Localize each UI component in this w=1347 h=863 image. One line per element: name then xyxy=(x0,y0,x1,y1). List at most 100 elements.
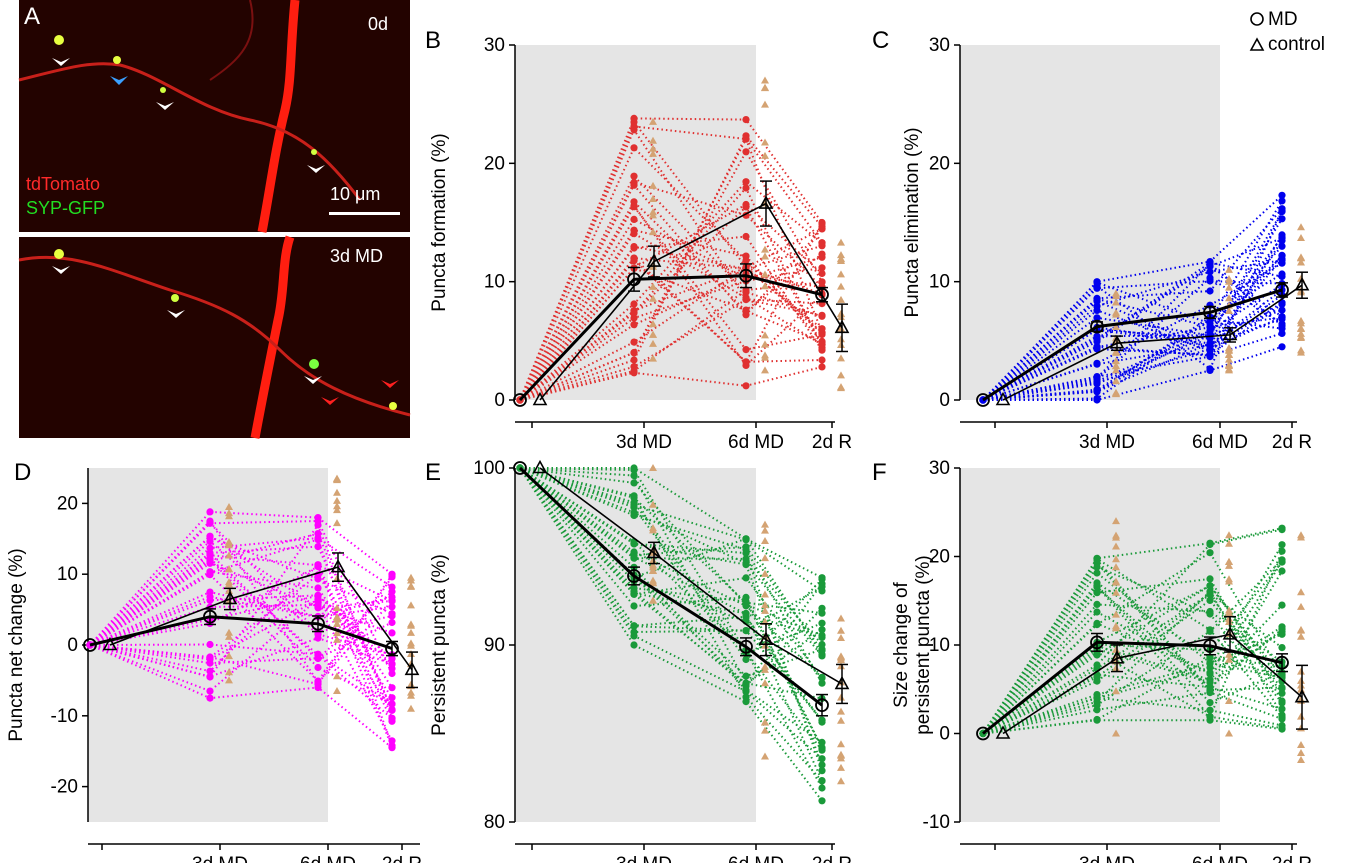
x-tick-label: 2d R xyxy=(1272,432,1312,453)
punctum xyxy=(171,294,179,302)
md-individual-trace xyxy=(519,467,823,639)
md-individual-point xyxy=(206,653,214,662)
legend-md-label: MD xyxy=(1268,9,1298,30)
control-individual-point xyxy=(837,634,845,642)
control-individual-point xyxy=(407,688,415,696)
md-individual-trace xyxy=(89,637,393,678)
control-individual-point xyxy=(333,619,341,627)
md-individual-point xyxy=(742,135,750,143)
md-individual-point xyxy=(630,466,638,474)
md-individual-trace xyxy=(519,120,823,401)
control-individual-point xyxy=(1297,681,1305,689)
md-individual-point xyxy=(1206,626,1214,634)
control-individual-point xyxy=(1297,625,1305,633)
md-mean-marker xyxy=(1203,305,1217,320)
md-individual-point xyxy=(742,655,750,664)
md-individual-point xyxy=(1093,579,1101,587)
md-individual-point xyxy=(630,309,638,317)
y-axis-title: Size change of xyxy=(891,581,912,707)
md-mean-line xyxy=(89,615,393,650)
md-individual-point xyxy=(818,797,826,805)
md-individual-trace xyxy=(89,562,393,722)
white-arrowhead-icon xyxy=(156,102,174,110)
y-tick-label: 0 xyxy=(939,724,950,745)
control-individual-point xyxy=(649,526,657,534)
md-individual-point xyxy=(818,239,826,247)
control-individual-point xyxy=(761,100,769,108)
control-individual-point xyxy=(1297,667,1305,675)
control-individual-point xyxy=(1225,539,1233,547)
control-individual-point xyxy=(1112,622,1120,630)
channel-green-label: SYP-GFP xyxy=(26,198,105,218)
md-individual-point xyxy=(388,629,396,637)
md-individual-point xyxy=(388,694,396,702)
md-individual-trace xyxy=(982,719,1283,735)
md-individual-point xyxy=(742,200,750,209)
md-individual-point xyxy=(1278,558,1286,566)
dendrite-top xyxy=(257,0,300,233)
control-individual-point xyxy=(1225,294,1233,302)
control-individual-point xyxy=(837,324,845,332)
control-individual-point xyxy=(649,500,657,508)
md-individual-trace xyxy=(982,300,1283,401)
md-individual-trace xyxy=(982,592,1283,735)
md-individual-point xyxy=(1093,608,1101,616)
control-individual-point xyxy=(333,629,341,637)
md-individual-trace xyxy=(519,244,823,401)
white-arrowhead-icon xyxy=(52,58,70,66)
control-individual-point xyxy=(1225,350,1233,358)
md-individual-trace xyxy=(519,467,823,789)
control-mean-marker xyxy=(1222,326,1238,341)
control-individual-point xyxy=(407,704,415,712)
legend: MD control xyxy=(1249,9,1325,55)
md-individual-point xyxy=(1206,540,1214,549)
md-individual-point xyxy=(742,346,750,354)
md-mean-marker xyxy=(311,616,325,631)
md-individual-point xyxy=(630,602,638,610)
md-individual-trace xyxy=(982,234,1283,401)
md-individual-point xyxy=(1206,268,1214,276)
white-arrowhead-icon xyxy=(167,310,185,318)
md-individual-point xyxy=(1093,388,1101,396)
control-individual-point xyxy=(1112,357,1120,365)
control-mean-line xyxy=(1002,284,1303,401)
md-individual-point xyxy=(1093,278,1101,287)
control-individual-point xyxy=(761,76,769,84)
control-individual-point xyxy=(1112,533,1120,541)
control-individual-point xyxy=(333,613,341,621)
y-tick-label: 20 xyxy=(929,153,950,174)
md-individual-point xyxy=(1278,683,1286,692)
md-individual-point xyxy=(742,627,750,635)
punctum xyxy=(54,35,64,45)
control-individual-point xyxy=(1297,223,1305,231)
md-individual-point xyxy=(742,178,750,186)
control-individual-point xyxy=(837,662,845,670)
md-individual-point xyxy=(742,555,750,563)
md-individual-trace xyxy=(982,584,1283,735)
md-individual-trace xyxy=(983,345,1283,401)
md-individual-trace xyxy=(982,245,1283,401)
panel-label-e: E xyxy=(425,459,441,486)
md-individual-trace xyxy=(982,558,1283,735)
control-individual-point xyxy=(1297,724,1305,732)
md-individual-trace xyxy=(519,281,823,401)
control-individual-point xyxy=(761,601,769,609)
control-mean-marker xyxy=(995,391,1011,406)
md-individual-trace xyxy=(519,232,823,401)
md-individual-trace xyxy=(519,266,823,401)
control-individual-point xyxy=(761,252,769,260)
md-individual-trace xyxy=(89,510,393,646)
md-individual-trace xyxy=(982,622,1283,735)
md-individual-trace xyxy=(982,208,1283,401)
md-individual-trace xyxy=(89,521,393,646)
md-individual-point xyxy=(630,338,638,346)
md-individual-trace xyxy=(982,261,1283,401)
control-individual-point xyxy=(837,693,845,701)
control-individual-point xyxy=(333,519,341,527)
control-individual-point xyxy=(333,574,341,582)
md-individual-point xyxy=(742,184,750,192)
y-tick-label: 10 xyxy=(484,272,505,293)
punctum xyxy=(311,149,317,155)
md-individual-point xyxy=(818,363,826,371)
control-mean-marker xyxy=(1109,335,1125,349)
